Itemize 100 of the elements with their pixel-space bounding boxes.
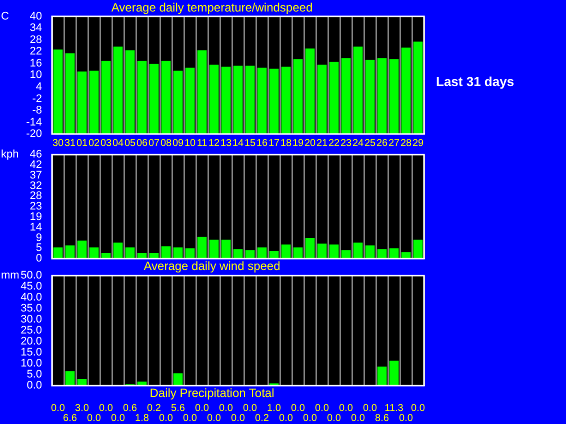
y-tick-label: 34: [30, 22, 42, 34]
data-label: 0.0: [183, 413, 198, 424]
bar: [137, 60, 147, 134]
x-tick-label: 17: [268, 138, 280, 149]
bar: [77, 240, 87, 259]
y-tick-label: 28: [30, 190, 42, 202]
bar: [341, 58, 351, 134]
bar: [281, 244, 291, 259]
data-label: 0.0: [411, 403, 426, 414]
y-tick-label: 45.0: [20, 280, 42, 293]
bar: [209, 240, 219, 259]
y-tick-label: 46: [30, 148, 42, 161]
y-tick-label: 14: [30, 221, 42, 234]
bar: [221, 66, 231, 134]
bar: [329, 244, 339, 259]
y-axis-title: kph: [1, 148, 19, 161]
y-tick-label: 10.0: [20, 358, 42, 370]
x-tick-label: 06: [136, 138, 148, 149]
text: Average daily wind speed: [144, 259, 280, 274]
x-tick-label: 13: [220, 138, 232, 149]
data-label: 0.0: [87, 413, 102, 424]
y-axis-title: mm: [1, 270, 20, 282]
y-tick-label: 50.0: [20, 270, 42, 282]
text: Daily Precipitation Total: [150, 386, 274, 400]
bar: [413, 42, 423, 134]
bar: [233, 66, 243, 134]
y-tick-label: 40.0: [20, 292, 42, 304]
bar: [293, 59, 303, 134]
bar: [77, 71, 87, 134]
bar: [389, 59, 399, 134]
bar: [257, 68, 267, 134]
bar: [125, 50, 135, 134]
bar: [125, 247, 135, 259]
data-label: 0.0: [291, 403, 306, 414]
bar: [281, 66, 291, 134]
chart-title: Average daily temperature/windspeed: [111, 0, 313, 15]
y-tick-label: 16: [30, 57, 42, 70]
bar: [245, 250, 255, 259]
bar: [53, 50, 63, 134]
bar: [401, 48, 411, 134]
data-label: 0.0: [207, 413, 222, 424]
y-tick-label: 4: [36, 80, 42, 93]
y-tick-label: 40: [30, 10, 42, 22]
x-tick-label: 25: [364, 138, 376, 149]
bar: [269, 68, 279, 134]
x-tick-label: 28: [400, 138, 412, 149]
bar: [245, 66, 255, 134]
data-label: 8.6: [375, 413, 390, 424]
bar: [305, 48, 315, 134]
x-tick-label: 31: [64, 138, 76, 149]
x-tick-label: 01: [76, 138, 88, 149]
y-tick-label: 0: [36, 252, 42, 265]
bar: [377, 249, 387, 259]
bar: [413, 240, 423, 259]
data-label: 0.2: [255, 413, 270, 424]
bar: [353, 242, 363, 259]
bar: [173, 70, 183, 134]
bar: [161, 246, 171, 259]
bar: [65, 53, 75, 134]
x-tick-label: 18: [280, 138, 292, 149]
data-label: 0.2: [147, 403, 162, 414]
x-tick-label: 09: [172, 138, 184, 149]
bar: [89, 247, 99, 259]
bar: [65, 245, 75, 259]
x-tick-label: 23: [340, 138, 352, 149]
bar: [353, 46, 363, 134]
bar: [389, 360, 399, 386]
bar: [221, 240, 231, 259]
data-label: 0.0: [363, 403, 378, 414]
data-label: 0.0: [159, 413, 174, 424]
data-label: 0.0: [351, 413, 366, 424]
data-label: 0.0: [99, 403, 114, 414]
y-tick-label: -14: [26, 116, 42, 128]
data-label: 0.0: [51, 403, 66, 414]
y-tick-label: 15.0: [20, 346, 42, 359]
bar: [197, 50, 207, 134]
x-tick-label: 21: [316, 138, 328, 149]
data-label: 1.0: [267, 403, 282, 414]
y-tick-label: -20: [26, 128, 42, 140]
y-tick-label: -8: [32, 104, 42, 117]
y-tick-label: 9: [36, 232, 42, 244]
y-tick-label: 0.0: [26, 380, 42, 392]
x-tick-label: 27: [388, 138, 400, 149]
data-label: 0.0: [111, 413, 126, 424]
y-tick-label: 32: [30, 180, 42, 192]
y-tick-label: 23: [30, 200, 42, 213]
x-tick-label: 08: [160, 138, 172, 149]
data-label: 0.0: [399, 413, 414, 424]
y-tick-label: 35.0: [20, 302, 42, 315]
data-label: 11.3: [384, 403, 404, 414]
bar: [233, 249, 243, 259]
y-tick-label: 42: [30, 159, 42, 172]
x-tick-label: 15: [244, 138, 256, 149]
y-tick-label: 19: [30, 211, 42, 224]
x-tick-label: 24: [352, 138, 364, 149]
bar: [101, 60, 111, 134]
x-tick-label: 26: [376, 138, 388, 149]
bar: [113, 46, 123, 134]
bar: [305, 238, 315, 259]
bar: [377, 366, 387, 386]
